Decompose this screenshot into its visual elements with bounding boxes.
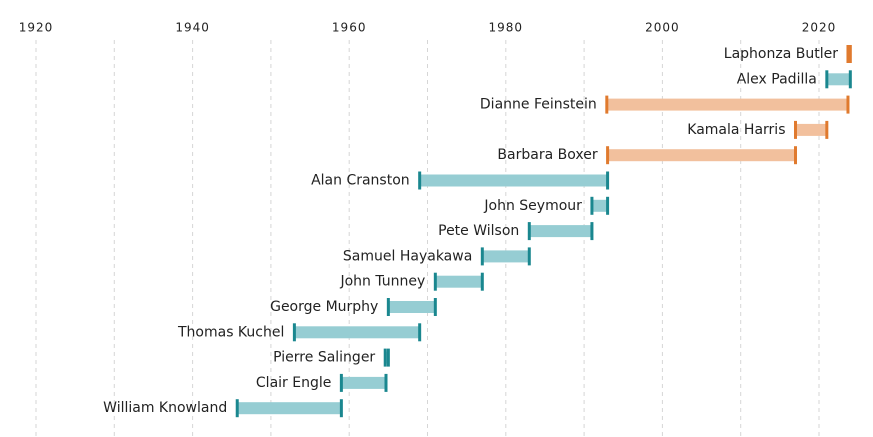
senator-name: John Seymour [483,198,582,214]
term-bar [435,275,483,288]
senator-name: Samuel Hayakawa [343,248,472,264]
x-tick-label: 1980 [489,21,524,35]
senator-name: Pete Wilson [438,223,519,239]
x-tick-label: 1920 [19,21,54,35]
x-tick-label: 2020 [802,21,837,35]
senator-name: Dianne Feinstein [480,97,597,113]
term-bar [294,326,420,339]
term-bar [388,301,436,313]
term-bar [591,199,608,212]
x-tick-label: 2000 [645,21,680,35]
term-bar [529,225,592,238]
term-bar [385,351,389,364]
senator-name: George Murphy [270,299,378,315]
senator-name: Alan Cranston [311,173,410,189]
senator-name: William Knowland [103,400,227,416]
senator-name: Alex Padilla [737,71,817,87]
term-bar [795,123,827,136]
term-bar [607,149,796,162]
x-tick-label: 1940 [175,21,210,35]
term-bar [419,174,608,187]
senator-name: Laphonza Butler [724,46,838,62]
x-tick-label: 1960 [332,21,367,35]
term-bar [826,73,851,86]
senator-name: Kamala Harris [687,122,785,138]
term-bar [237,402,342,415]
term-bar [341,376,387,389]
senator-name: John Tunney [339,274,425,290]
senator-name: Thomas Kuchel [177,324,284,340]
term-bar [606,98,848,111]
senator-name: Pierre Salinger [273,350,375,366]
senator-name: Clair Engle [256,375,331,391]
senator-name: Barbara Boxer [497,147,597,163]
term-bar [482,250,530,263]
